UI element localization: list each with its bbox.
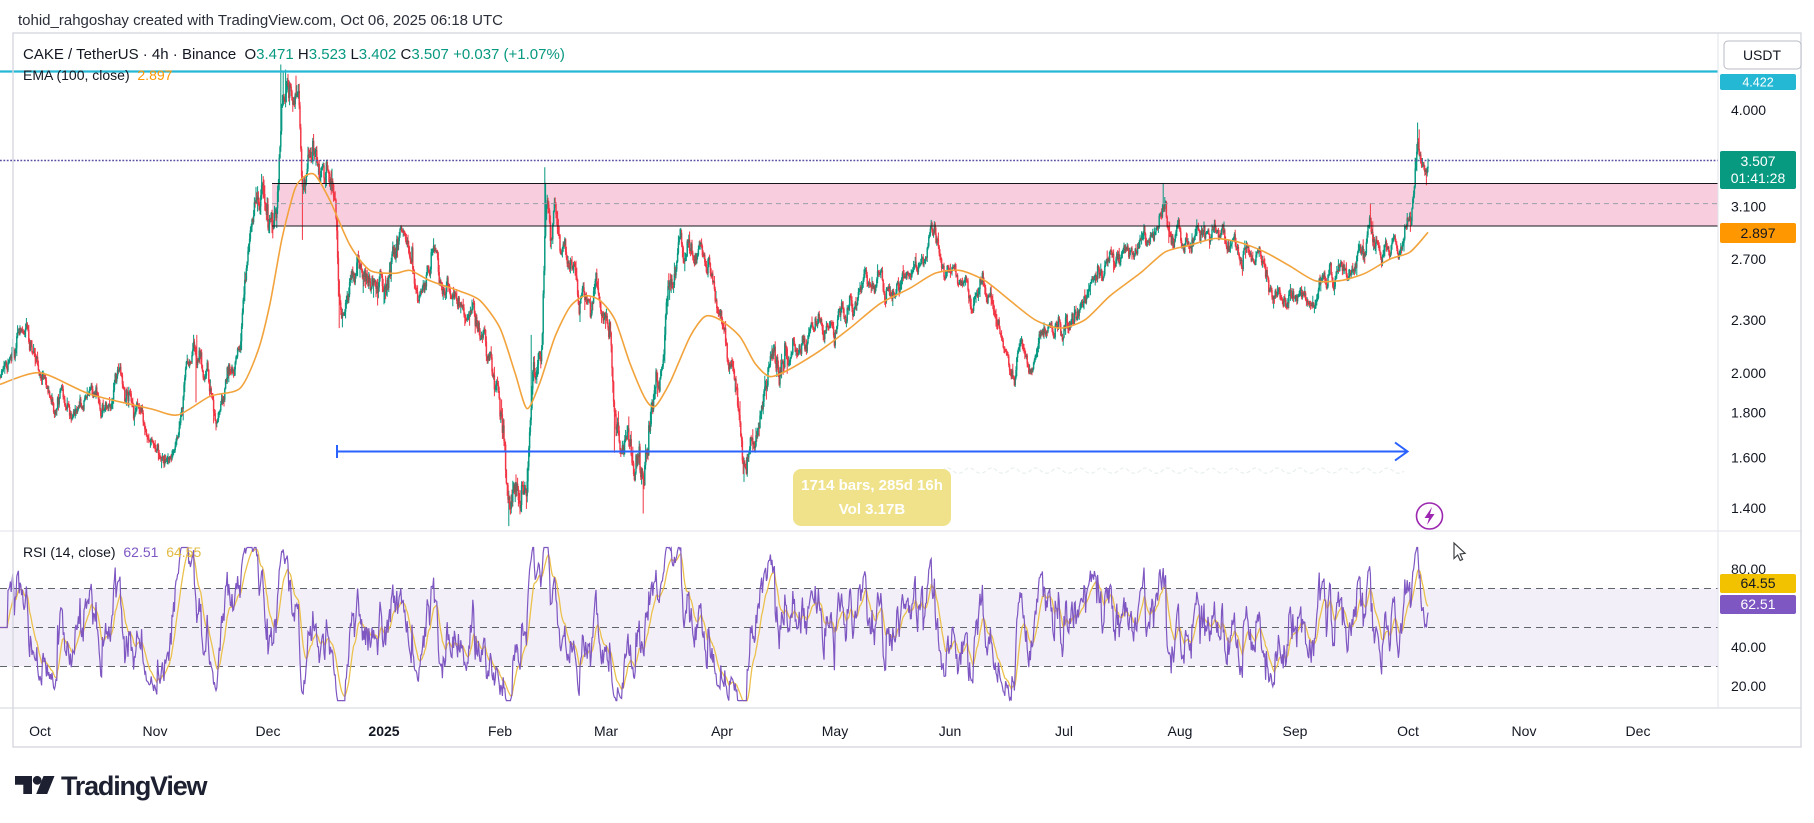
svg-text:62.51: 62.51 [1740, 596, 1775, 612]
svg-text:4.422: 4.422 [1742, 76, 1773, 90]
svg-text:Apr: Apr [711, 723, 733, 739]
svg-text:80.00: 80.00 [1731, 561, 1766, 577]
svg-text:64.55: 64.55 [1740, 575, 1775, 591]
svg-text:Dec: Dec [1626, 723, 1651, 739]
svg-text:Nov: Nov [1512, 723, 1537, 739]
svg-text:4.000: 4.000 [1731, 102, 1766, 118]
svg-text:CAKE / TetherUS · 4h · Binance: CAKE / TetherUS · 4h · Binance O3.471 H3… [23, 46, 565, 63]
svg-text:Mar: Mar [594, 723, 618, 739]
svg-text:tohid_rahgoshay created with T: tohid_rahgoshay created with TradingView… [18, 12, 503, 29]
svg-text:2.300: 2.300 [1731, 312, 1766, 328]
svg-text:1714 bars, 285d 16h: 1714 bars, 285d 16h [801, 477, 943, 494]
svg-text:Oct: Oct [1397, 723, 1419, 739]
svg-text:3.100: 3.100 [1731, 199, 1766, 215]
svg-text:RSI (14, close) 62.51 64.55: RSI (14, close) 62.51 64.55 [23, 544, 201, 560]
svg-text:1.800: 1.800 [1731, 405, 1766, 421]
svg-text:Jun: Jun [939, 723, 962, 739]
svg-text:Vol 3.17B: Vol 3.17B [839, 501, 906, 518]
svg-text:EMA (100, close) 2.897: EMA (100, close) 2.897 [23, 67, 173, 83]
svg-text:2025: 2025 [368, 723, 399, 739]
svg-text:Feb: Feb [488, 723, 512, 739]
svg-text:Nov: Nov [143, 723, 168, 739]
svg-text:2.700: 2.700 [1731, 251, 1766, 267]
svg-text:20.00: 20.00 [1731, 678, 1766, 694]
svg-text:Dec: Dec [256, 723, 281, 739]
svg-text:USDT: USDT [1743, 47, 1782, 63]
svg-text:Aug: Aug [1168, 723, 1193, 739]
svg-text:01:41:28: 01:41:28 [1731, 170, 1786, 186]
svg-text:1.600: 1.600 [1731, 449, 1766, 465]
svg-text:TradingView: TradingView [61, 771, 209, 801]
svg-text:40.00: 40.00 [1731, 639, 1766, 655]
svg-text:2.897: 2.897 [1740, 225, 1775, 241]
svg-text:1.400: 1.400 [1731, 500, 1766, 516]
svg-text:2.000: 2.000 [1731, 365, 1766, 381]
svg-text:Sep: Sep [1283, 723, 1308, 739]
svg-text:3.507: 3.507 [1740, 153, 1775, 169]
svg-text:Oct: Oct [29, 723, 51, 739]
svg-text:Jul: Jul [1055, 723, 1073, 739]
svg-text:May: May [822, 723, 848, 739]
